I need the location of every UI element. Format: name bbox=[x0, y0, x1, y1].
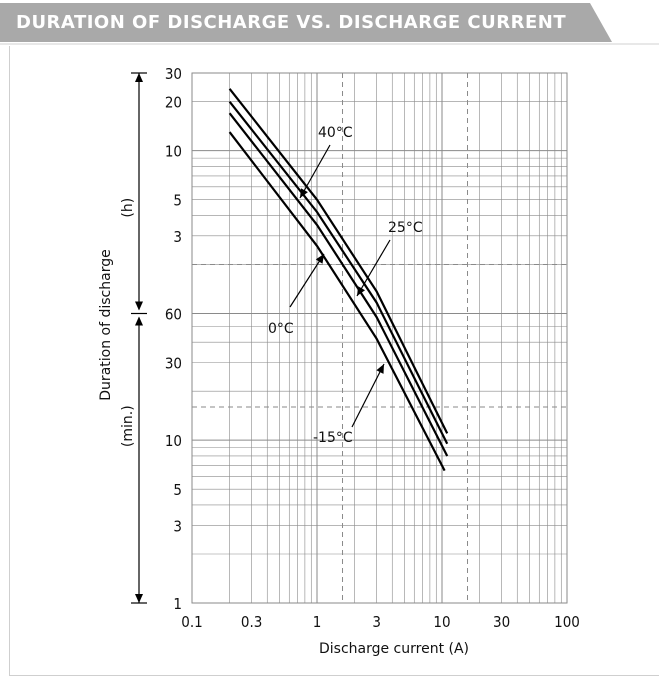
series-line bbox=[228, 88, 449, 434]
x-tick-label: 0.1 bbox=[181, 613, 202, 631]
y-tick-label-minutes: 1 bbox=[173, 595, 182, 613]
y-tick-label-minutes: 60 bbox=[165, 305, 182, 323]
series-line bbox=[228, 131, 446, 472]
x-tick-label: 3 bbox=[372, 613, 381, 631]
y-tick-label-hours: 3 bbox=[173, 228, 182, 246]
x-tick-label: 10 bbox=[433, 613, 450, 631]
curve-label-arrowhead bbox=[376, 364, 384, 374]
y-tick-label-minutes: 30 bbox=[165, 355, 182, 373]
minutes-range-arrow-up bbox=[135, 316, 143, 326]
series-line bbox=[228, 101, 449, 445]
hours-range-arrow-up bbox=[135, 73, 143, 82]
y-tick-label-minutes: 5 bbox=[173, 481, 182, 499]
x-tick-label: 1 bbox=[313, 613, 322, 631]
x-tick-label: 100 bbox=[554, 613, 580, 631]
y-tick-label-minutes: 3 bbox=[173, 517, 182, 535]
y-unit-hours: (h) bbox=[120, 198, 136, 218]
plot-border bbox=[191, 72, 568, 604]
curve-label: -15°C bbox=[313, 430, 353, 446]
curve-label: 25°C bbox=[388, 220, 423, 236]
curve-label-arrow bbox=[289, 253, 325, 308]
y-tick-label-minutes: 10 bbox=[165, 432, 182, 450]
curve-label: 0°C bbox=[268, 321, 294, 337]
y-tick-label-hours: 5 bbox=[173, 192, 182, 210]
curve-label-arrow bbox=[299, 144, 331, 199]
y-tick-label-hours: 30 bbox=[165, 65, 182, 83]
y-tick-label-hours: 10 bbox=[165, 143, 182, 161]
chart-title: DURATION OF DISCHARGE VS. DISCHARGE CURR… bbox=[16, 12, 567, 33]
title-banner: DURATION OF DISCHARGE VS. DISCHARGE CURR… bbox=[0, 0, 659, 46]
curve-label-arrowhead bbox=[357, 286, 366, 296]
series-line bbox=[228, 112, 449, 457]
curve-label-arrow bbox=[356, 239, 391, 297]
x-tick-label: 30 bbox=[493, 613, 510, 631]
x-tick-label: 0.3 bbox=[241, 613, 262, 631]
banner-shape bbox=[0, 3, 659, 45]
y-tick-label-hours: 20 bbox=[165, 94, 182, 112]
curve-label-arrowhead bbox=[315, 254, 324, 264]
minutes-range-arrow-down bbox=[135, 594, 143, 603]
curve-label: 40°C bbox=[318, 125, 353, 141]
y-axis-title: Duration of discharge bbox=[98, 249, 114, 400]
x-axis-title: Discharge current (A) bbox=[319, 641, 469, 657]
hours-range-arrow-down bbox=[135, 301, 143, 311]
curve-label-arrowhead bbox=[300, 188, 308, 198]
curve-label-arrow bbox=[351, 363, 385, 428]
y-unit-minutes: (min.) bbox=[120, 405, 136, 447]
